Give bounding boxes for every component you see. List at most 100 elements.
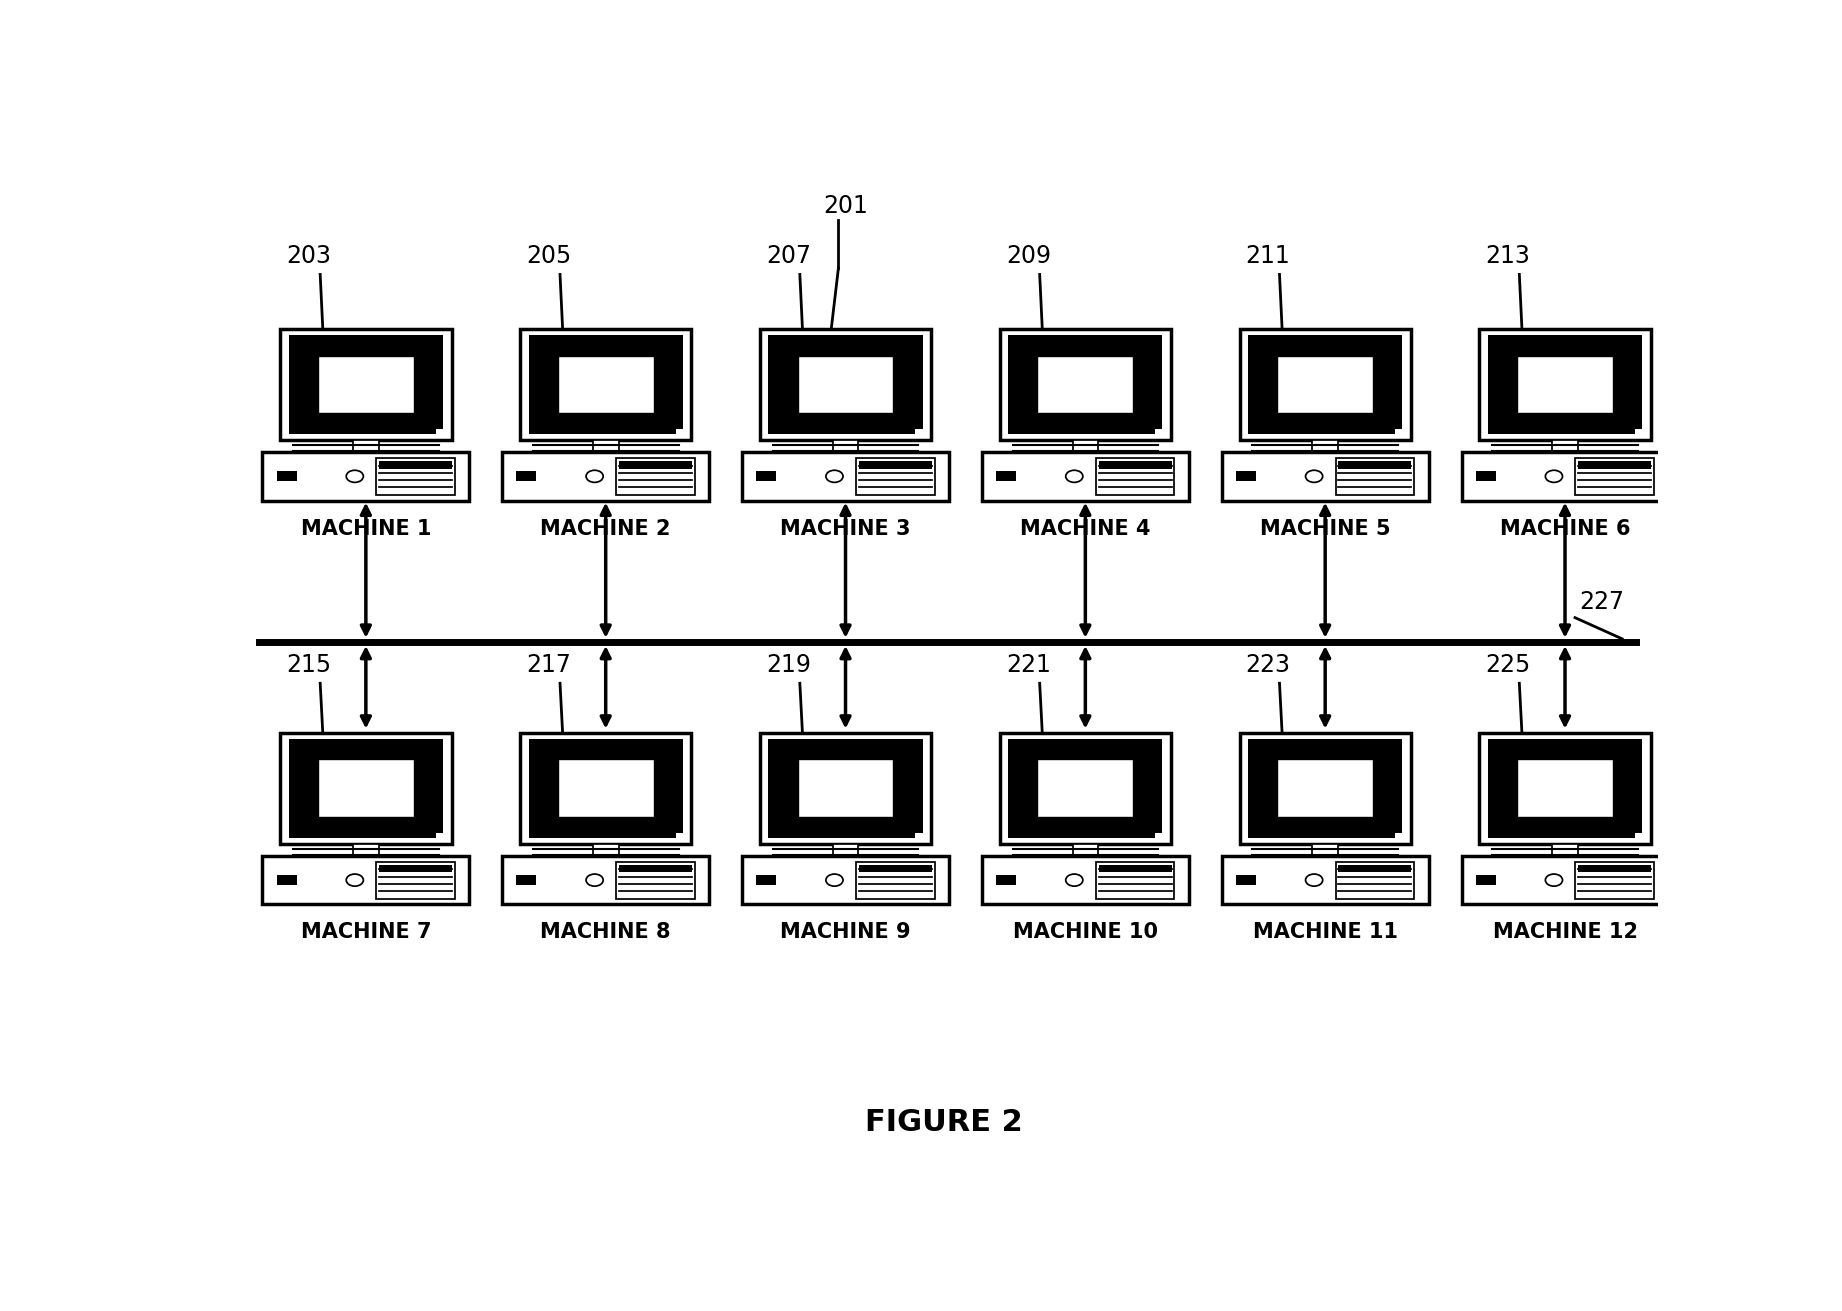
Bar [503, 856, 709, 905]
Bar [1037, 759, 1133, 817]
Bar [379, 865, 451, 872]
Bar [319, 759, 414, 817]
Bar [619, 865, 693, 872]
Bar [615, 863, 694, 898]
Bar [1394, 429, 1407, 437]
Bar [798, 759, 893, 817]
Bar [529, 336, 683, 434]
Text: MACHINE 12: MACHINE 12 [1492, 923, 1638, 943]
Bar [1277, 355, 1372, 413]
Circle shape [586, 471, 602, 482]
Bar [857, 459, 934, 494]
Bar [519, 733, 691, 844]
Bar [1249, 739, 1402, 838]
Bar [1339, 461, 1411, 468]
Bar [1008, 739, 1162, 838]
Text: 227: 227 [1579, 590, 1625, 614]
Bar [1339, 865, 1411, 872]
Text: MACHINE 7: MACHINE 7 [300, 923, 431, 943]
Bar [1636, 429, 1647, 437]
Circle shape [346, 471, 363, 482]
Bar [1488, 336, 1641, 434]
Bar [915, 429, 927, 437]
Bar [1575, 459, 1654, 494]
Bar [1098, 865, 1172, 872]
Bar [615, 459, 694, 494]
Bar [1479, 733, 1650, 844]
Text: MACHINE 4: MACHINE 4 [1020, 519, 1151, 539]
Bar [1072, 844, 1098, 856]
Text: 217: 217 [527, 653, 571, 678]
Text: 213: 213 [1485, 244, 1531, 269]
Bar [262, 452, 470, 501]
Text: 209: 209 [1006, 244, 1050, 269]
Circle shape [1306, 874, 1323, 886]
Bar [354, 440, 379, 452]
Bar [757, 874, 775, 885]
Bar [1518, 759, 1614, 817]
Bar [1098, 461, 1172, 468]
Text: 203: 203 [286, 244, 332, 269]
Text: 225: 225 [1485, 653, 1531, 678]
Text: 215: 215 [286, 653, 332, 678]
Bar [1335, 863, 1415, 898]
Bar [503, 452, 709, 501]
Bar [997, 471, 1017, 481]
Bar [833, 844, 858, 856]
Bar [1236, 874, 1256, 885]
Text: 201: 201 [823, 194, 868, 218]
Bar [1008, 336, 1162, 434]
Bar [858, 865, 932, 872]
Bar [1579, 461, 1650, 468]
Bar [982, 856, 1188, 905]
Bar [1636, 832, 1647, 840]
Bar [558, 759, 654, 817]
Bar [1553, 844, 1579, 856]
Bar [798, 355, 893, 413]
Bar [761, 733, 932, 844]
Bar [1461, 856, 1669, 905]
Bar [354, 844, 379, 856]
Bar [1000, 329, 1172, 440]
Text: MACHINE 6: MACHINE 6 [1499, 519, 1630, 539]
Circle shape [1545, 874, 1562, 886]
Bar [1518, 355, 1614, 413]
Text: 211: 211 [1245, 244, 1291, 269]
Bar [1155, 832, 1166, 840]
Circle shape [1067, 471, 1083, 482]
Circle shape [1067, 874, 1083, 886]
Bar [437, 429, 448, 437]
Bar [1240, 329, 1411, 440]
Bar [915, 832, 927, 840]
Text: MACHINE 2: MACHINE 2 [540, 519, 670, 539]
Bar [516, 471, 536, 481]
Text: MACHINE 8: MACHINE 8 [540, 923, 670, 943]
Bar [858, 461, 932, 468]
Bar [1249, 336, 1402, 434]
Text: 223: 223 [1245, 653, 1291, 678]
Bar [1579, 865, 1650, 872]
Bar [982, 452, 1188, 501]
Circle shape [1545, 471, 1562, 482]
Bar [1072, 440, 1098, 452]
Circle shape [1306, 471, 1323, 482]
Bar [742, 856, 949, 905]
Circle shape [825, 874, 844, 886]
Bar [768, 739, 923, 838]
Text: MACHINE 3: MACHINE 3 [781, 519, 910, 539]
Bar [1475, 874, 1496, 885]
Bar [1394, 832, 1407, 840]
Bar [1096, 863, 1175, 898]
Bar [1037, 355, 1133, 413]
Bar [676, 832, 687, 840]
Text: MACHINE 10: MACHINE 10 [1013, 923, 1159, 943]
Text: MACHINE 1: MACHINE 1 [300, 519, 431, 539]
Bar [676, 429, 687, 437]
Circle shape [586, 874, 602, 886]
Bar [319, 355, 414, 413]
Bar [619, 461, 693, 468]
Circle shape [346, 874, 363, 886]
Bar [519, 329, 691, 440]
Bar [280, 329, 451, 440]
Bar [593, 440, 619, 452]
